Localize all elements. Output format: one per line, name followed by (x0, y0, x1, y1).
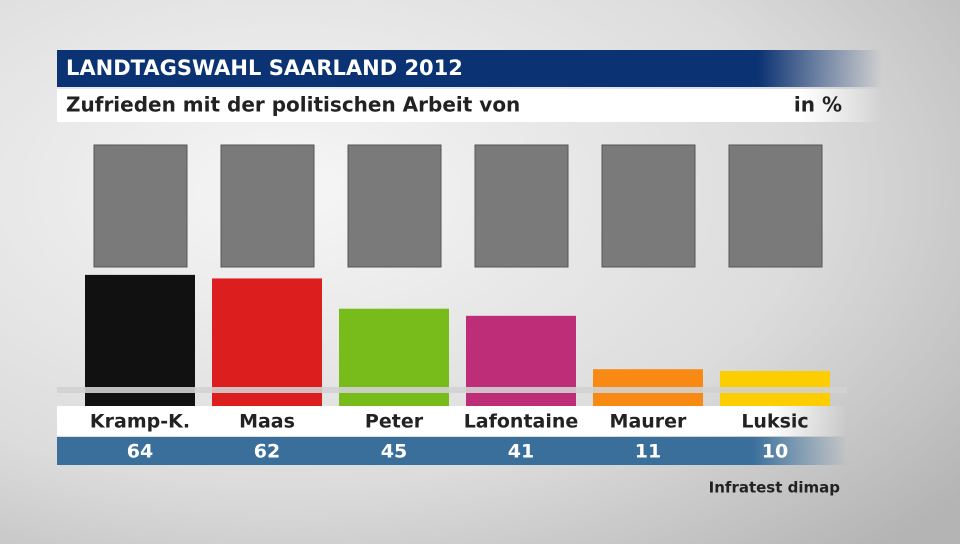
photo (347, 144, 442, 268)
subtitle-band (57, 89, 882, 122)
x-tick-label: Maurer (610, 411, 688, 433)
photo (728, 144, 823, 268)
value-label: 62 (254, 441, 280, 463)
x-tick-label: Peter (365, 411, 424, 433)
x-tick-label: Kramp-K. (90, 411, 190, 433)
unit-label: in % (794, 93, 842, 117)
value-label: 45 (381, 441, 407, 463)
value-label: 10 (762, 441, 788, 463)
value-band (57, 437, 847, 465)
photo (601, 144, 696, 268)
title-band (57, 50, 882, 87)
divider (57, 387, 847, 393)
photo (93, 144, 188, 268)
x-tick-label: Lafontaine (464, 411, 579, 433)
bar (85, 274, 195, 406)
x-tick-label: Luksic (741, 411, 808, 433)
value-label: 11 (635, 441, 661, 463)
bar (212, 278, 322, 406)
value-label: 41 (508, 441, 534, 463)
chart-subtitle: Zufrieden mit der politischen Arbeit von (66, 93, 520, 117)
source: Infratest dimap (709, 479, 841, 497)
photo (220, 144, 315, 268)
value-label: 64 (127, 441, 153, 463)
chart-title: LANDTAGSWAHL SAARLAND 2012 (66, 56, 463, 80)
x-tick-label: Maas (239, 411, 295, 433)
photo (474, 144, 569, 268)
category-band (57, 406, 847, 436)
